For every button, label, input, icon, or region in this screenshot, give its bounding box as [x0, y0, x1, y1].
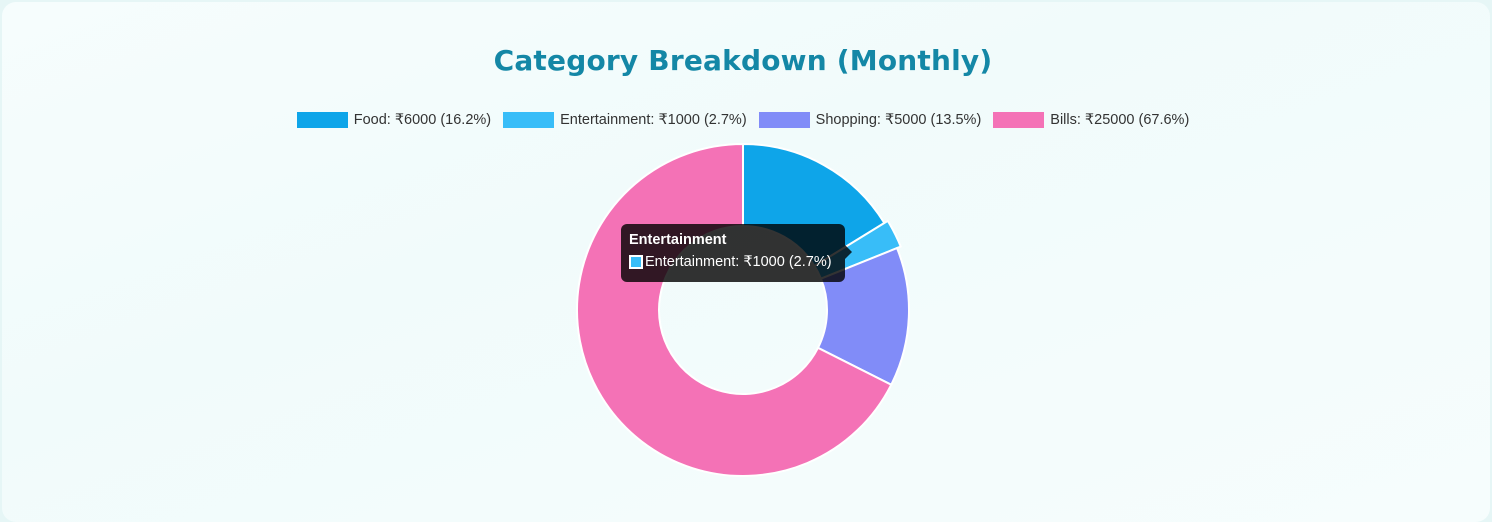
chart-title: Category Breakdown (Monthly) — [493, 44, 993, 77]
chart-tooltip: Entertainment Entertainment: ₹1000 (2.7%… — [621, 224, 845, 282]
tooltip-arrow — [845, 245, 852, 259]
legend-item-bills[interactable]: Bills: ₹25000 (67.6%) — [993, 112, 1189, 128]
doughnut-slices — [576, 142, 910, 477]
legend-item-entertainment[interactable]: Entertainment: ₹1000 (2.7%) — [503, 112, 747, 128]
tooltip-label: Entertainment: ₹1000 (2.7%) — [645, 254, 832, 270]
legend-swatch-entertainment — [503, 112, 555, 128]
tooltip-title: Entertainment — [629, 232, 727, 248]
legend-swatch-bills — [993, 112, 1045, 128]
tooltip-row: Entertainment: ₹1000 (2.7%) — [629, 254, 837, 270]
legend-label-food: Food: ₹6000 (16.2%) — [353, 112, 492, 128]
legend-item-food[interactable]: Food: ₹6000 (16.2%) — [296, 112, 492, 128]
legend-swatch-shopping — [758, 112, 810, 128]
tooltip-swatch — [629, 255, 643, 269]
legend-item-shopping[interactable]: Shopping: ₹5000 (13.5%) — [758, 112, 982, 128]
legend-label-bills: Bills: ₹25000 (67.6%) — [1050, 112, 1190, 128]
chart-legend: Food: ₹6000 (16.2%) Entertainment: ₹1000… — [0, 112, 1486, 128]
legend-label-shopping: Shopping: ₹5000 (13.5%) — [815, 112, 982, 128]
legend-swatch-food — [296, 112, 348, 128]
legend-label-entertainment: Entertainment: ₹1000 (2.7%) — [560, 112, 747, 128]
